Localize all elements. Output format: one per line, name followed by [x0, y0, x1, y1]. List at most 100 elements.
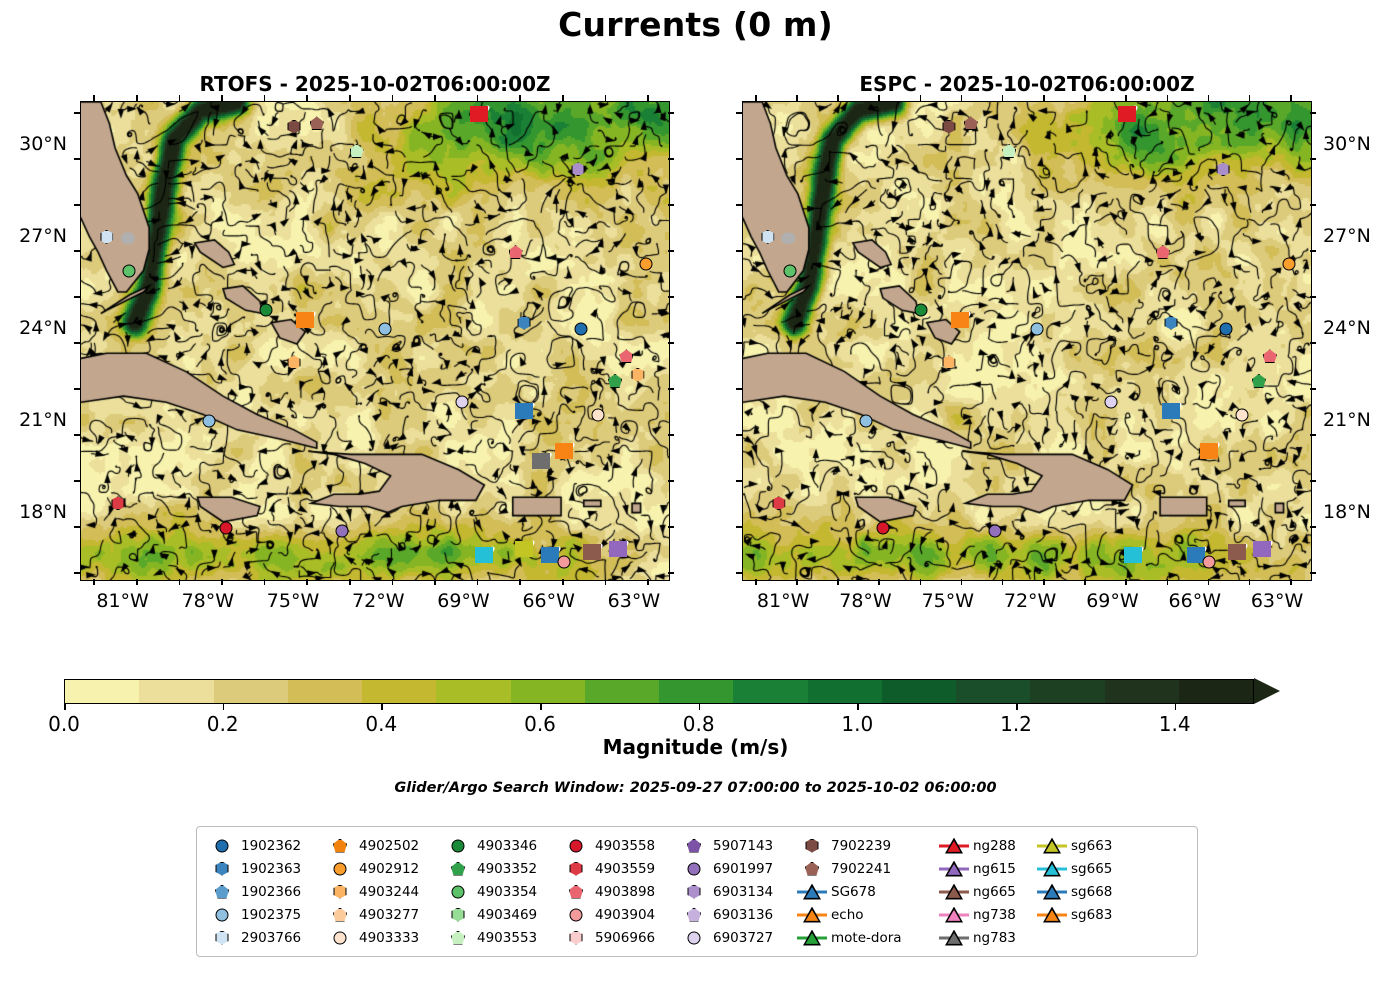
- map-marker-sg663[interactable]: [515, 541, 534, 558]
- map-marker-4903346[interactable]: [914, 303, 928, 317]
- map-marker-7902241[interactable]: [963, 116, 978, 131]
- map-marker-4903346[interactable]: [259, 303, 273, 317]
- map-marker-echo[interactable]: [950, 311, 969, 328]
- legend-item-5907143[interactable]: 5907143: [679, 836, 797, 855]
- legend-item-6903136[interactable]: 6903136: [679, 905, 797, 924]
- legend-item-7902241[interactable]: 7902241: [797, 859, 939, 878]
- map-marker-6901997[interactable]: [335, 524, 349, 538]
- legend-item-4902912[interactable]: 4902912: [325, 859, 443, 878]
- map-marker-ng615[interactable]: [1252, 541, 1271, 558]
- legend-item-4903352[interactable]: 4903352: [443, 859, 561, 878]
- map-marker-echo[interactable]: [296, 311, 315, 328]
- legend-item-sg663[interactable]: sg663: [1037, 836, 1127, 855]
- legend-item-6903727[interactable]: 6903727: [679, 928, 797, 947]
- legend-item-6901997[interactable]: 6901997: [679, 859, 797, 878]
- legend-item-6903134[interactable]: 6903134: [679, 882, 797, 901]
- map-marker-4903352[interactable]: [608, 373, 623, 388]
- legend-item-4903553[interactable]: 4903553: [443, 928, 561, 947]
- legend-item-echo[interactable]: echo: [797, 905, 939, 924]
- legend-item-ng288[interactable]: ng288: [939, 836, 1037, 855]
- legend-item-4903559[interactable]: 4903559: [561, 859, 679, 878]
- legend-item-1902366[interactable]: 1902366: [207, 882, 325, 901]
- map-marker-sg683[interactable]: [554, 443, 573, 460]
- legend-item-mote-dora[interactable]: mote-dora: [797, 928, 939, 947]
- legend-item-sg678[interactable]: SG678: [797, 882, 939, 901]
- legend-item-4903333[interactable]: 4903333: [325, 928, 443, 947]
- legend-item-ng738[interactable]: ng738: [939, 905, 1037, 924]
- map-marker-2903766[interactable]: [100, 229, 114, 244]
- map-marker-1902363[interactable]: [517, 315, 531, 330]
- map-marker-4903898[interactable]: [1155, 245, 1170, 260]
- legend-item-sg665[interactable]: sg665: [1037, 859, 1127, 878]
- map-marker-4903553[interactable]: [1002, 144, 1017, 159]
- map-marker-4903244b[interactable]: [631, 367, 645, 382]
- legend-item-4903898[interactable]: 4903898: [561, 882, 679, 901]
- map-marker-sg668[interactable]: [1186, 547, 1205, 564]
- map-marker-2903766[interactable]: [761, 229, 775, 244]
- map-marker-sg665[interactable]: [475, 547, 494, 564]
- map-panel-rtofs[interactable]: [80, 101, 670, 581]
- legend-item-4903277[interactable]: 4903277: [325, 905, 443, 924]
- map-marker-6903134[interactable]: [571, 162, 585, 177]
- map-marker-4903904[interactable]: [557, 555, 571, 569]
- map-marker-ng288[interactable]: [469, 106, 488, 123]
- map-marker-4903559[interactable]: [772, 496, 786, 511]
- legend[interactable]: 1902362 1902363 1902366 1902375 2903766 49025…: [196, 826, 1198, 957]
- map-marker-1902375[interactable]: [1030, 322, 1044, 336]
- legend-item-2903766[interactable]: 2903766: [207, 928, 325, 947]
- map-marker-4903352[interactable]: [1251, 373, 1266, 388]
- legend-item-1902362[interactable]: 1902362: [207, 836, 325, 855]
- map-marker-sg683[interactable]: [1200, 443, 1219, 460]
- map-marker-sg678[interactable]: [515, 403, 534, 420]
- map-marker-1902375b[interactable]: [202, 414, 216, 428]
- legend-item-ng615[interactable]: ng615: [939, 859, 1037, 878]
- map-marker-4903898[interactable]: [508, 245, 523, 260]
- map-marker-1902362[interactable]: [1219, 322, 1233, 336]
- map-marker-4902912[interactable]: [1282, 257, 1296, 271]
- map-marker-6903727[interactable]: [1104, 395, 1118, 409]
- map-marker-4903904[interactable]: [1202, 555, 1216, 569]
- legend-item-5906966[interactable]: 5906966: [561, 928, 679, 947]
- legend-item-4903558[interactable]: 4903558: [561, 836, 679, 855]
- map-marker-4903898b[interactable]: [619, 349, 634, 364]
- map-marker-ng665[interactable]: [583, 544, 602, 561]
- map-marker-4903333[interactable]: [1235, 408, 1249, 422]
- legend-item-ng665[interactable]: ng665: [939, 882, 1037, 901]
- legend-item-sg683[interactable]: sg683: [1037, 905, 1127, 924]
- map-marker-7902239[interactable]: [287, 119, 301, 134]
- map-marker-6901997[interactable]: [988, 524, 1002, 538]
- legend-item-4903904[interactable]: 4903904: [561, 905, 679, 924]
- map-marker-1902375b[interactable]: [859, 414, 873, 428]
- map-marker-4902912[interactable]: [639, 257, 653, 271]
- map-marker-ng288[interactable]: [1118, 106, 1137, 123]
- legend-item-4902502[interactable]: 4902502: [325, 836, 443, 855]
- colorbar[interactable]: 0.0 0.2 0.4 0.6 0.8 1.0 1.2 1.4: [48, 678, 1296, 736]
- map-marker-4903559[interactable]: [111, 496, 125, 511]
- legend-item-7902239[interactable]: 7902239: [797, 836, 939, 855]
- legend-item-4903346[interactable]: 4903346: [443, 836, 561, 855]
- map-panel-espc[interactable]: [742, 101, 1312, 581]
- map-marker-ng665[interactable]: [1227, 544, 1246, 561]
- map-marker-6903727[interactable]: [455, 395, 469, 409]
- map-marker-4903333[interactable]: [591, 408, 605, 422]
- legend-item-4903244[interactable]: 4903244: [325, 882, 443, 901]
- map-marker-6903134[interactable]: [1216, 162, 1230, 177]
- legend-item-4903469[interactable]: 4903469: [443, 905, 561, 924]
- map-marker-1902375[interactable]: [378, 322, 392, 336]
- legend-item-4903354[interactable]: 4903354: [443, 882, 561, 901]
- map-marker-ng783[interactable]: [532, 452, 551, 469]
- map-marker-1902363[interactable]: [1164, 315, 1178, 330]
- map-marker-4903354[interactable]: [122, 264, 136, 278]
- legend-item-1902375[interactable]: 1902375: [207, 905, 325, 924]
- map-marker-4903558[interactable]: [876, 521, 890, 535]
- map-marker-4903244[interactable]: [287, 355, 301, 370]
- legend-item-ng783[interactable]: ng783: [939, 928, 1037, 947]
- map-marker-7902241[interactable]: [309, 116, 324, 131]
- map-marker-7902239[interactable]: [942, 119, 956, 134]
- map-marker-sg678[interactable]: [1162, 403, 1181, 420]
- map-marker-4903553[interactable]: [349, 144, 364, 159]
- map-marker-4903244[interactable]: [942, 355, 956, 370]
- map-marker-sg668[interactable]: [540, 547, 559, 564]
- map-marker-4903898b[interactable]: [1262, 349, 1277, 364]
- map-marker-1902362[interactable]: [574, 322, 588, 336]
